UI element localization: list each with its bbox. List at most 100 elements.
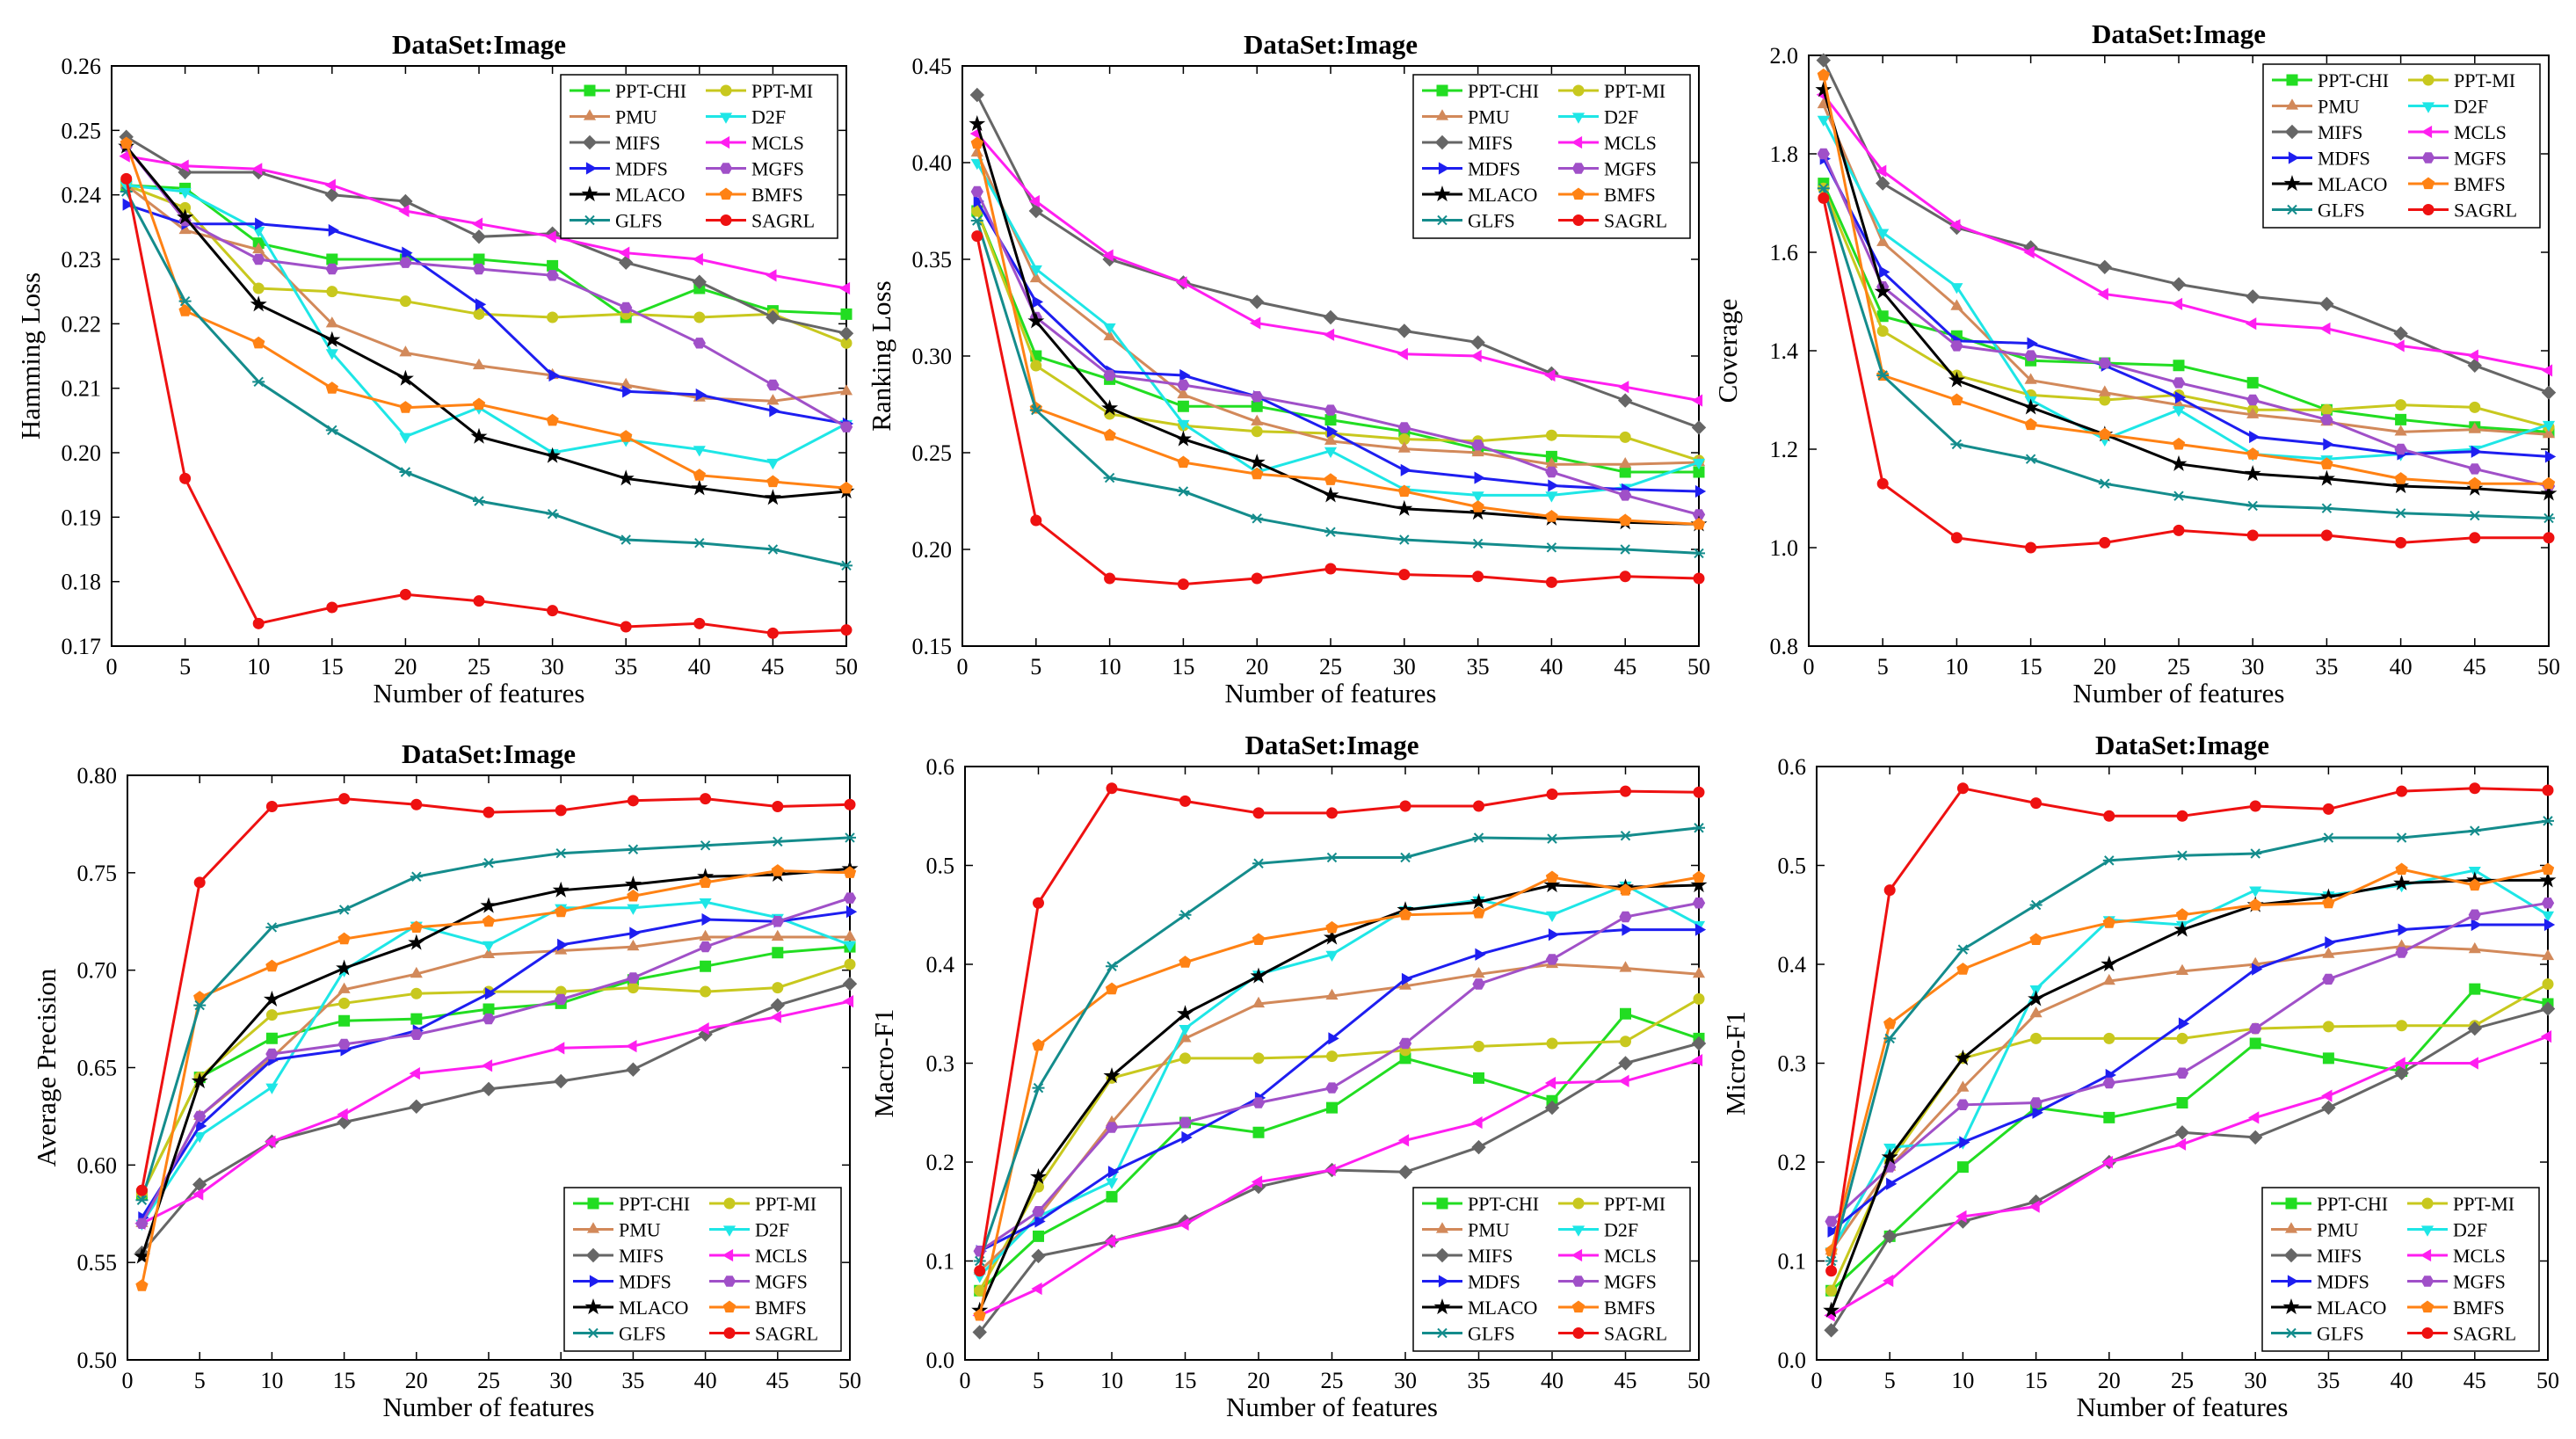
data-point — [1472, 832, 1485, 843]
data-point — [2320, 457, 2333, 469]
y-tick-label: 0.25 — [62, 118, 102, 143]
y-tick-label: 0.25 — [912, 440, 953, 466]
data-point — [255, 217, 266, 230]
legend-entry-mgfs: MGFS — [709, 1271, 808, 1293]
data-point — [1544, 1100, 1560, 1116]
legend-marker — [2283, 1247, 2299, 1263]
data-point — [699, 876, 712, 888]
data-point — [970, 215, 983, 226]
data-point — [766, 269, 777, 282]
data-point — [699, 929, 712, 941]
series-sagrl — [120, 172, 853, 639]
data-point — [2396, 1020, 2408, 1032]
data-point — [547, 605, 559, 617]
data-point — [2248, 1111, 2260, 1124]
y-tick-label: 0.6 — [1778, 754, 1807, 780]
data-point — [1620, 785, 1631, 797]
data-point — [1825, 1216, 1838, 1227]
legend-label: MLACO — [2318, 173, 2387, 195]
data-point — [2467, 1021, 2483, 1036]
legend-marker — [720, 214, 732, 226]
legend-entry-mdfs: MDFS — [570, 158, 668, 180]
data-point — [1102, 249, 1114, 262]
data-point — [772, 947, 784, 959]
legend-entry-mgfs: MGFS — [706, 158, 804, 180]
data-point — [969, 87, 985, 103]
data-point — [325, 316, 338, 328]
legend-entry-ppt-mi: PPT-MI — [1558, 80, 1665, 102]
data-point — [544, 447, 562, 463]
x-tick-label: 0 — [1811, 1368, 1823, 1393]
data-point — [1177, 455, 1190, 469]
data-point — [1691, 1054, 1703, 1067]
data-point — [2320, 403, 2333, 416]
legend-entry-d2f: D2F — [706, 106, 786, 128]
data-point — [471, 229, 487, 244]
data-point — [2396, 785, 2408, 797]
legend: PPT-CHI PPT-MI PMU D2F MIFS MCLS MDFS MGFS MLACO… — [2261, 1187, 2540, 1352]
data-point — [410, 966, 423, 978]
data-point — [840, 560, 853, 571]
x-tick-label: 30 — [1393, 654, 1416, 680]
data-point — [1251, 414, 1264, 425]
data-point — [557, 938, 569, 951]
y-tick-label: 2.0 — [1770, 43, 1799, 69]
data-point — [482, 947, 496, 958]
legend-entry-ppt-mi: PPT-MI — [706, 80, 813, 102]
y-tick-label: 0.3 — [926, 1051, 955, 1077]
data-point — [627, 939, 640, 951]
legend-label: PPT-MI — [1604, 80, 1665, 102]
y-tick-label: 1.2 — [1770, 437, 1799, 462]
y-tick-label: 0.20 — [912, 537, 953, 563]
legend-label: GLFS — [2317, 1323, 2364, 1345]
data-point — [410, 920, 423, 933]
data-point — [2467, 349, 2478, 362]
legend-label: MIFS — [1468, 132, 1513, 154]
data-point — [693, 469, 706, 481]
data-point — [2103, 810, 2115, 822]
x-tick-label: 50 — [2537, 654, 2560, 680]
y-tick-label: 0.26 — [62, 54, 102, 79]
data-point — [546, 413, 559, 426]
data-point — [1398, 1037, 1412, 1050]
legend-entry-ppt-chi: PPT-CHI — [570, 80, 686, 102]
data-point — [1619, 831, 1632, 841]
legend-marker — [1571, 1225, 1586, 1237]
data-point — [691, 479, 708, 496]
data-point — [2101, 1155, 2113, 1169]
legend-label: PMU — [615, 106, 657, 128]
y-tick-label: 0.70 — [77, 958, 118, 984]
data-point — [1103, 369, 1116, 382]
legend-entry-ppt-mi: PPT-MI — [2408, 69, 2515, 91]
data-point — [700, 960, 712, 972]
data-point — [252, 376, 265, 388]
x-tick-label: 0 — [122, 1368, 134, 1393]
legend-entry-mdfs: MDFS — [2271, 1271, 2369, 1293]
x-tick-label: 45 — [1614, 654, 1636, 680]
legend-marker — [723, 1197, 736, 1210]
legend-label: MDFS — [1468, 1271, 1520, 1293]
data-point — [1028, 203, 1044, 219]
legend-entry-mcls: MCLS — [1558, 1245, 1657, 1267]
data-point — [969, 115, 986, 132]
data-point — [2029, 899, 2043, 911]
data-point — [1815, 81, 1832, 98]
x-tick-label: 5 — [194, 1368, 206, 1393]
legend-entry-glfs: GLFS — [570, 210, 663, 232]
data-point — [2247, 1130, 2263, 1145]
legend-entry-ppt-chi: PPT-CHI — [1422, 80, 1539, 102]
series-sagrl — [971, 230, 1705, 591]
x-tick-label: 5 — [1030, 654, 1041, 680]
data-point — [843, 866, 857, 878]
data-point — [399, 401, 412, 413]
data-point — [2321, 1089, 2333, 1102]
series-line — [1822, 198, 2549, 549]
data-point — [1956, 1080, 1970, 1092]
data-point — [252, 242, 265, 254]
y-tick-label: 0.6 — [926, 754, 955, 780]
data-point — [2541, 911, 2555, 923]
data-point — [2252, 963, 2263, 976]
x-tick-label: 50 — [1687, 654, 1710, 680]
series-line — [141, 897, 851, 1225]
data-point — [693, 537, 706, 549]
